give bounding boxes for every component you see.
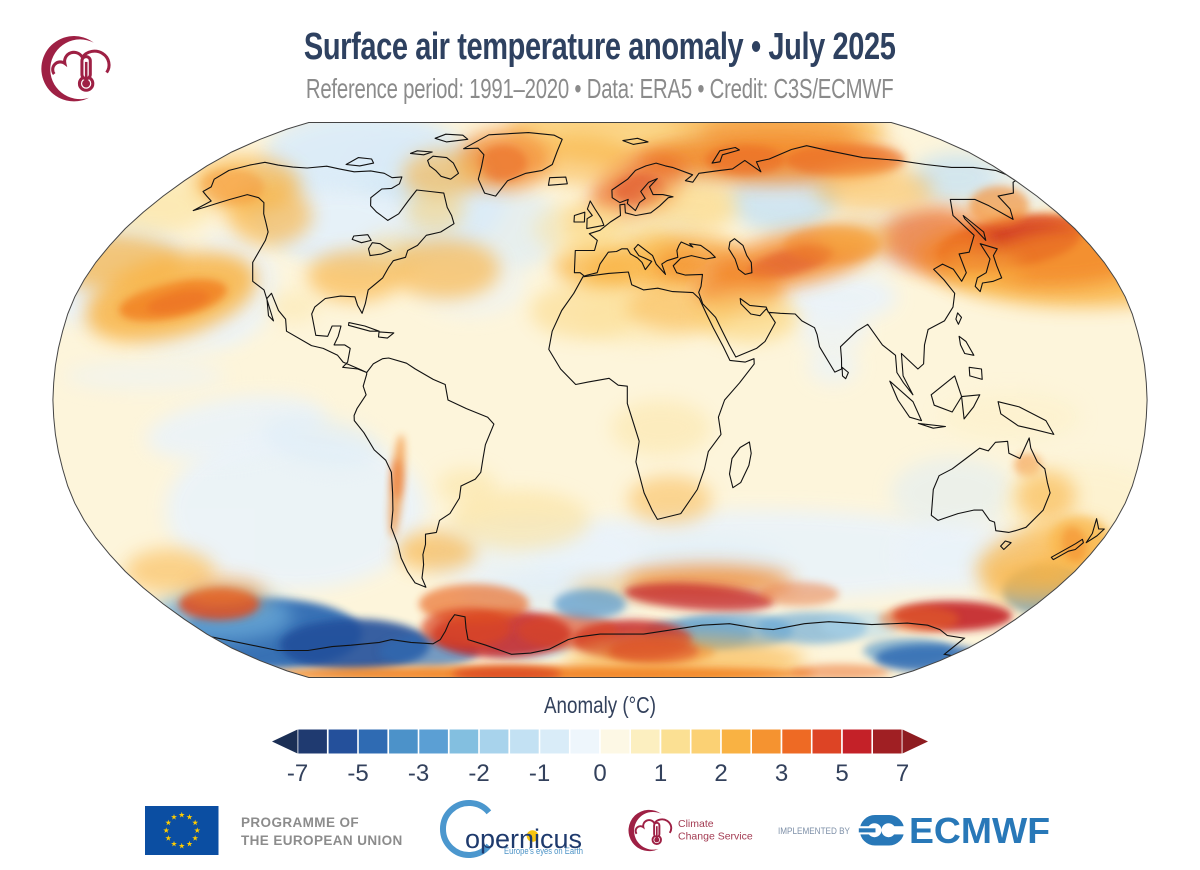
- svg-text:-1: -1: [529, 760, 550, 787]
- svg-text:0: 0: [593, 760, 606, 787]
- svg-text:-3: -3: [408, 760, 429, 787]
- svg-text:2: 2: [714, 760, 727, 787]
- svg-text:-7: -7: [287, 760, 308, 787]
- svg-text:THE EUROPEAN UNION: THE EUROPEAN UNION: [241, 833, 403, 848]
- svg-text:Change Service: Change Service: [678, 831, 753, 843]
- svg-text:-2: -2: [468, 760, 489, 787]
- svg-text:Climate: Climate: [678, 818, 714, 830]
- svg-text:opernicus: opernicus: [465, 824, 582, 854]
- svg-text:PROGRAMME OF: PROGRAMME OF: [241, 815, 359, 830]
- svg-text:3: 3: [775, 760, 788, 787]
- svg-text:Europe's eyes on Earth: Europe's eyes on Earth: [504, 846, 583, 856]
- svg-text:ECMWF: ECMWF: [909, 810, 1050, 851]
- svg-text:7: 7: [896, 760, 909, 787]
- svg-text:5: 5: [835, 760, 848, 787]
- svg-text:-5: -5: [347, 760, 368, 787]
- svg-text:Anomaly (°C): Anomaly (°C): [544, 692, 656, 718]
- svg-text:IMPLEMENTED BY: IMPLEMENTED BY: [778, 826, 851, 837]
- svg-text:1: 1: [654, 760, 667, 787]
